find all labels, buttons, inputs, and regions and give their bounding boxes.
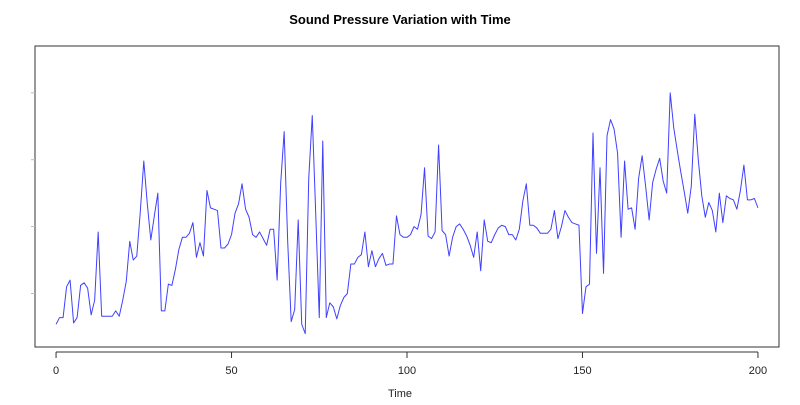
plot-frame: [34, 45, 780, 348]
x-axis-label: Time: [388, 388, 412, 400]
y-axis: [31, 92, 35, 294]
chart-title: Sound Pressure Variation with Time: [289, 12, 511, 27]
x-tick-label: 0: [53, 365, 59, 377]
x-tick-label: 50: [225, 365, 237, 377]
x-tick-label: 100: [398, 365, 416, 377]
x-tick-label: 200: [749, 365, 767, 377]
series-line-0: [55, 92, 759, 335]
x-tick-label: 150: [573, 365, 591, 377]
series-layer: [55, 92, 759, 335]
x-axis: 0 50 100 150 200: [53, 351, 767, 377]
